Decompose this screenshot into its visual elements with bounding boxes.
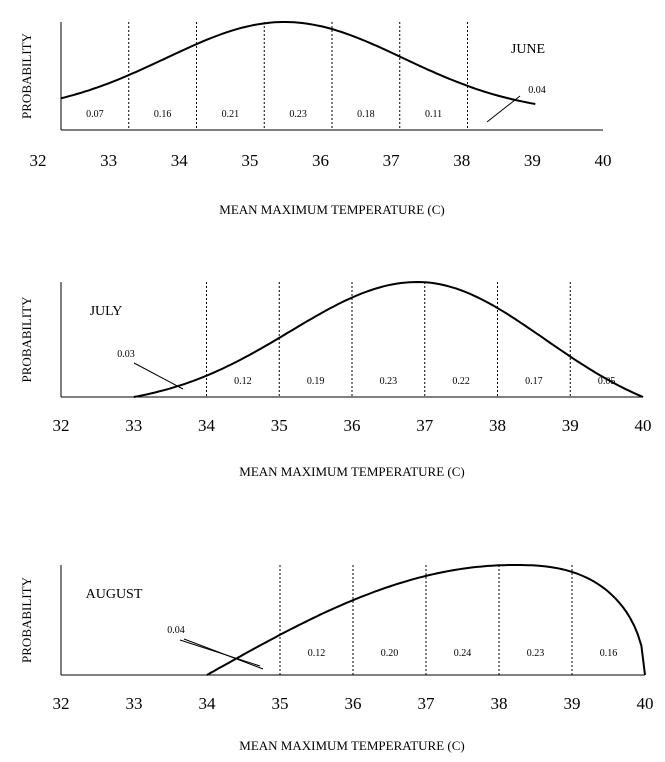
bin-probability-label: 0.20 bbox=[381, 648, 399, 659]
bin-probability-label: 0.05 bbox=[598, 376, 616, 387]
x-tick-label: 37 bbox=[383, 151, 401, 170]
bin-probability-label: 0.23 bbox=[380, 376, 398, 387]
x-tick-label: 40 bbox=[637, 694, 654, 713]
month-label: JULY bbox=[90, 304, 123, 319]
bin-probability-label: 0.16 bbox=[600, 648, 618, 659]
bin-probability-label: 0.21 bbox=[222, 109, 240, 120]
x-tick-label: 35 bbox=[271, 416, 288, 435]
x-tick-label: 34 bbox=[171, 151, 189, 170]
x-tick-label: 37 bbox=[416, 416, 434, 435]
x-tick-label: 39 bbox=[524, 151, 541, 170]
bin-probability-label: 0.16 bbox=[154, 109, 172, 120]
x-tick-label: 33 bbox=[100, 151, 117, 170]
callout-arrow bbox=[179, 639, 261, 667]
month-label: JUNE bbox=[511, 42, 545, 57]
callout-arrow bbox=[133, 362, 184, 390]
x-tick-label: 34 bbox=[198, 416, 216, 435]
bin-probability-label: 0.22 bbox=[452, 376, 470, 387]
x-tick-label: 39 bbox=[562, 416, 579, 435]
x-tick-label: 32 bbox=[30, 151, 47, 170]
density-curve bbox=[60, 21, 536, 105]
x-tick-label: 40 bbox=[635, 416, 652, 435]
panel-july: 0.03 0.12 0.19 0.23 0.22 0.17 0.05 32 33 34 35 36 37… bbox=[19, 280, 652, 479]
x-tick-label: 37 bbox=[418, 694, 436, 713]
bin-probability-label: 0.23 bbox=[289, 109, 307, 120]
month-label: AUGUST bbox=[86, 587, 143, 602]
x-tick-label: 32 bbox=[53, 694, 70, 713]
y-axis-label: PROBABILITY bbox=[19, 576, 34, 663]
x-tick-label: 40 bbox=[595, 151, 612, 170]
panel-august: 0.04 0.12 0.20 0.24 0.23 0.16 32 33 34 35 36 37 38 39… bbox=[19, 564, 654, 753]
x-tick-label: 33 bbox=[126, 694, 143, 713]
x-axis-label: MEAN MAXIMUM TEMPERATURE (C) bbox=[239, 738, 464, 753]
panel-june: 0.07 0.16 0.21 0.23 0.18 0.11 0.04 32 33 34 35 36 37… bbox=[19, 21, 612, 217]
y-axis-label: PROBABILITY bbox=[19, 32, 34, 119]
x-tick-label: 33 bbox=[125, 416, 142, 435]
bin-probability-label: 0.04 bbox=[167, 625, 185, 636]
x-tick-label: 35 bbox=[272, 694, 289, 713]
x-tick-label: 39 bbox=[564, 694, 581, 713]
x-axis-label: MEAN MAXIMUM TEMPERATURE (C) bbox=[239, 464, 464, 479]
x-tick-label: 34 bbox=[199, 694, 217, 713]
bin-probability-label: 0.18 bbox=[357, 109, 375, 120]
bin-probability-label: 0.07 bbox=[86, 109, 104, 120]
bin-probability-label: 0.19 bbox=[307, 376, 325, 387]
y-axis-label: PROBABILITY bbox=[19, 296, 34, 383]
x-tick-label: 36 bbox=[345, 694, 362, 713]
x-tick-label: 32 bbox=[53, 416, 70, 435]
bin-probability-label: 0.04 bbox=[528, 85, 546, 96]
bin-probability-label: 0.11 bbox=[425, 109, 442, 120]
x-tick-label: 38 bbox=[491, 694, 508, 713]
x-tick-label: 38 bbox=[453, 151, 470, 170]
x-tick-label: 36 bbox=[312, 151, 329, 170]
callout-arrow bbox=[486, 95, 521, 123]
bin-probability-label: 0.24 bbox=[454, 648, 472, 659]
bin-probability-label: 0.17 bbox=[525, 376, 543, 387]
bin-probability-label: 0.12 bbox=[234, 376, 252, 387]
bin-probability-label: 0.12 bbox=[308, 648, 326, 659]
x-tick-label: 35 bbox=[241, 151, 258, 170]
density-curve bbox=[133, 280, 644, 398]
x-tick-label: 36 bbox=[344, 416, 361, 435]
x-tick-label: 38 bbox=[489, 416, 506, 435]
bin-probability-label: 0.23 bbox=[527, 648, 545, 659]
x-axis-label: MEAN MAXIMUM TEMPERATURE (C) bbox=[219, 202, 444, 217]
bin-probability-label: 0.03 bbox=[117, 349, 135, 360]
density-curve bbox=[206, 564, 646, 676]
